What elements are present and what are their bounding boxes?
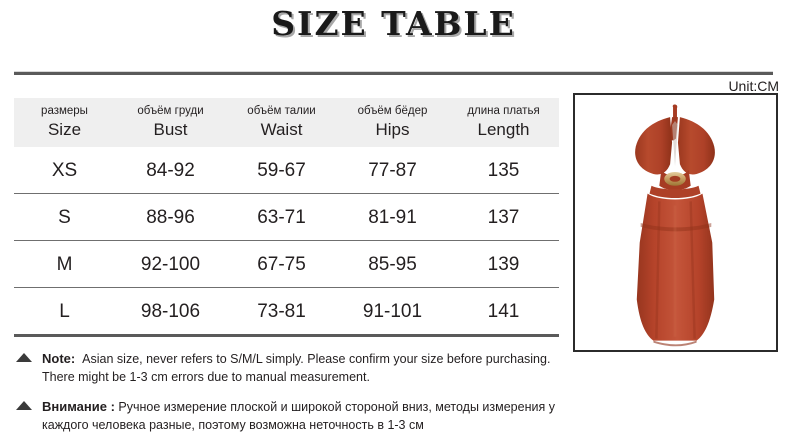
bodice-left-panel	[635, 117, 673, 175]
cell-hips: 77-87	[337, 147, 448, 194]
cell-length: 139	[448, 240, 559, 288]
column-header-size-ru: размеры	[41, 105, 88, 117]
neckline-v-gap	[672, 121, 678, 167]
column-header-hips-ru: объём бёдер	[357, 105, 428, 117]
cell-bust: 98-106	[115, 287, 226, 337]
column-header-size: размеры Size	[14, 98, 115, 147]
table-row: L 98-106 73-81 91-101 141	[14, 287, 559, 337]
note-russian-body: Ручное измерение плоской и широкой сторо…	[42, 400, 555, 432]
page-title: SIZE TABLE	[271, 4, 516, 43]
cell-bust: 84-92	[115, 147, 226, 194]
table-header: размеры Size объём груди Bust объём тали…	[14, 98, 559, 147]
cell-hips: 85-95	[337, 240, 448, 288]
column-header-length-ru: длина платья	[467, 105, 540, 117]
skirt-hem	[653, 340, 697, 347]
product-image-frame	[573, 93, 778, 352]
note-english-text: Note: Asian size, never refers to S/M/L …	[42, 351, 551, 384]
column-header-hips: объём бёдер Hips	[337, 98, 448, 147]
waist-tie-band	[649, 185, 701, 198]
note-english-label: Note:	[42, 351, 76, 366]
gold-ring-inner	[669, 175, 681, 182]
cell-waist: 73-81	[226, 287, 337, 337]
column-header-bust: объём груди Bust	[115, 98, 226, 147]
size-table-container: размеры Size объём груди Bust объём тали…	[14, 98, 559, 337]
cell-size: L	[14, 287, 115, 337]
note-english: Note: Asian size, never refers to S/M/L …	[14, 350, 570, 386]
cell-length: 141	[448, 287, 559, 337]
column-header-waist: объём талии Waist	[226, 98, 337, 147]
column-header-bust-en: Bust	[153, 120, 188, 139]
cell-size: XS	[14, 147, 115, 194]
cell-waist: 67-75	[226, 240, 337, 288]
cell-bust: 92-100	[115, 240, 226, 288]
drape-fold-left	[655, 201, 661, 339]
note-russian-text: Внимание : Ручное измерение плоской и ши…	[42, 399, 555, 432]
cell-bust: 88-96	[115, 193, 226, 241]
note-english-body: Asian size, never refers to S/M/L simply…	[42, 352, 551, 384]
triangle-bullet-icon	[16, 353, 32, 362]
halter-strap-loop	[672, 104, 678, 120]
column-header-length: длина платья Length	[448, 98, 559, 147]
cell-length: 135	[448, 147, 559, 194]
column-header-waist-en: Waist	[260, 120, 303, 139]
table-header-row: размеры Size объём груди Bust объём тали…	[14, 98, 559, 147]
cell-hips: 81-91	[337, 193, 448, 241]
cell-waist: 63-71	[226, 193, 337, 241]
notes-container: Note: Asian size, never refers to S/M/L …	[14, 350, 570, 434]
drape-fold-right	[689, 201, 696, 339]
hip-seam	[640, 222, 712, 232]
skirt-body	[636, 193, 715, 341]
size-table: размеры Size объём груди Bust объём тали…	[14, 98, 559, 337]
note-russian-label: Внимание :	[42, 399, 115, 414]
column-header-bust-ru: объём груди	[137, 105, 204, 117]
cell-length: 137	[448, 193, 559, 241]
page-title-container: SIZE TABLE	[0, 4, 787, 44]
table-body: XS 84-92 59-67 77-87 135 S 88-96 63-71 8…	[14, 147, 559, 337]
bodice-right-panel	[677, 117, 715, 175]
unit-label: Unit:CM	[728, 78, 779, 94]
column-header-size-en: Size	[47, 120, 82, 139]
note-russian: Внимание : Ручное измерение плоской и ши…	[14, 398, 570, 434]
table-row: S 88-96 63-71 81-91 137	[14, 193, 559, 241]
product-dress-illustration	[575, 95, 776, 350]
column-header-hips-en: Hips	[375, 120, 410, 139]
top-divider	[14, 71, 773, 75]
cell-waist: 59-67	[226, 147, 337, 194]
column-header-waist-ru: объём талии	[247, 105, 316, 117]
table-row: M 92-100 67-75 85-95 139	[14, 240, 559, 288]
cell-size: M	[14, 240, 115, 288]
cell-hips: 91-101	[337, 287, 448, 337]
cell-size: S	[14, 193, 115, 241]
column-header-length-en: Length	[477, 120, 530, 139]
table-row: XS 84-92 59-67 77-87 135	[14, 147, 559, 194]
triangle-bullet-icon	[16, 401, 32, 410]
